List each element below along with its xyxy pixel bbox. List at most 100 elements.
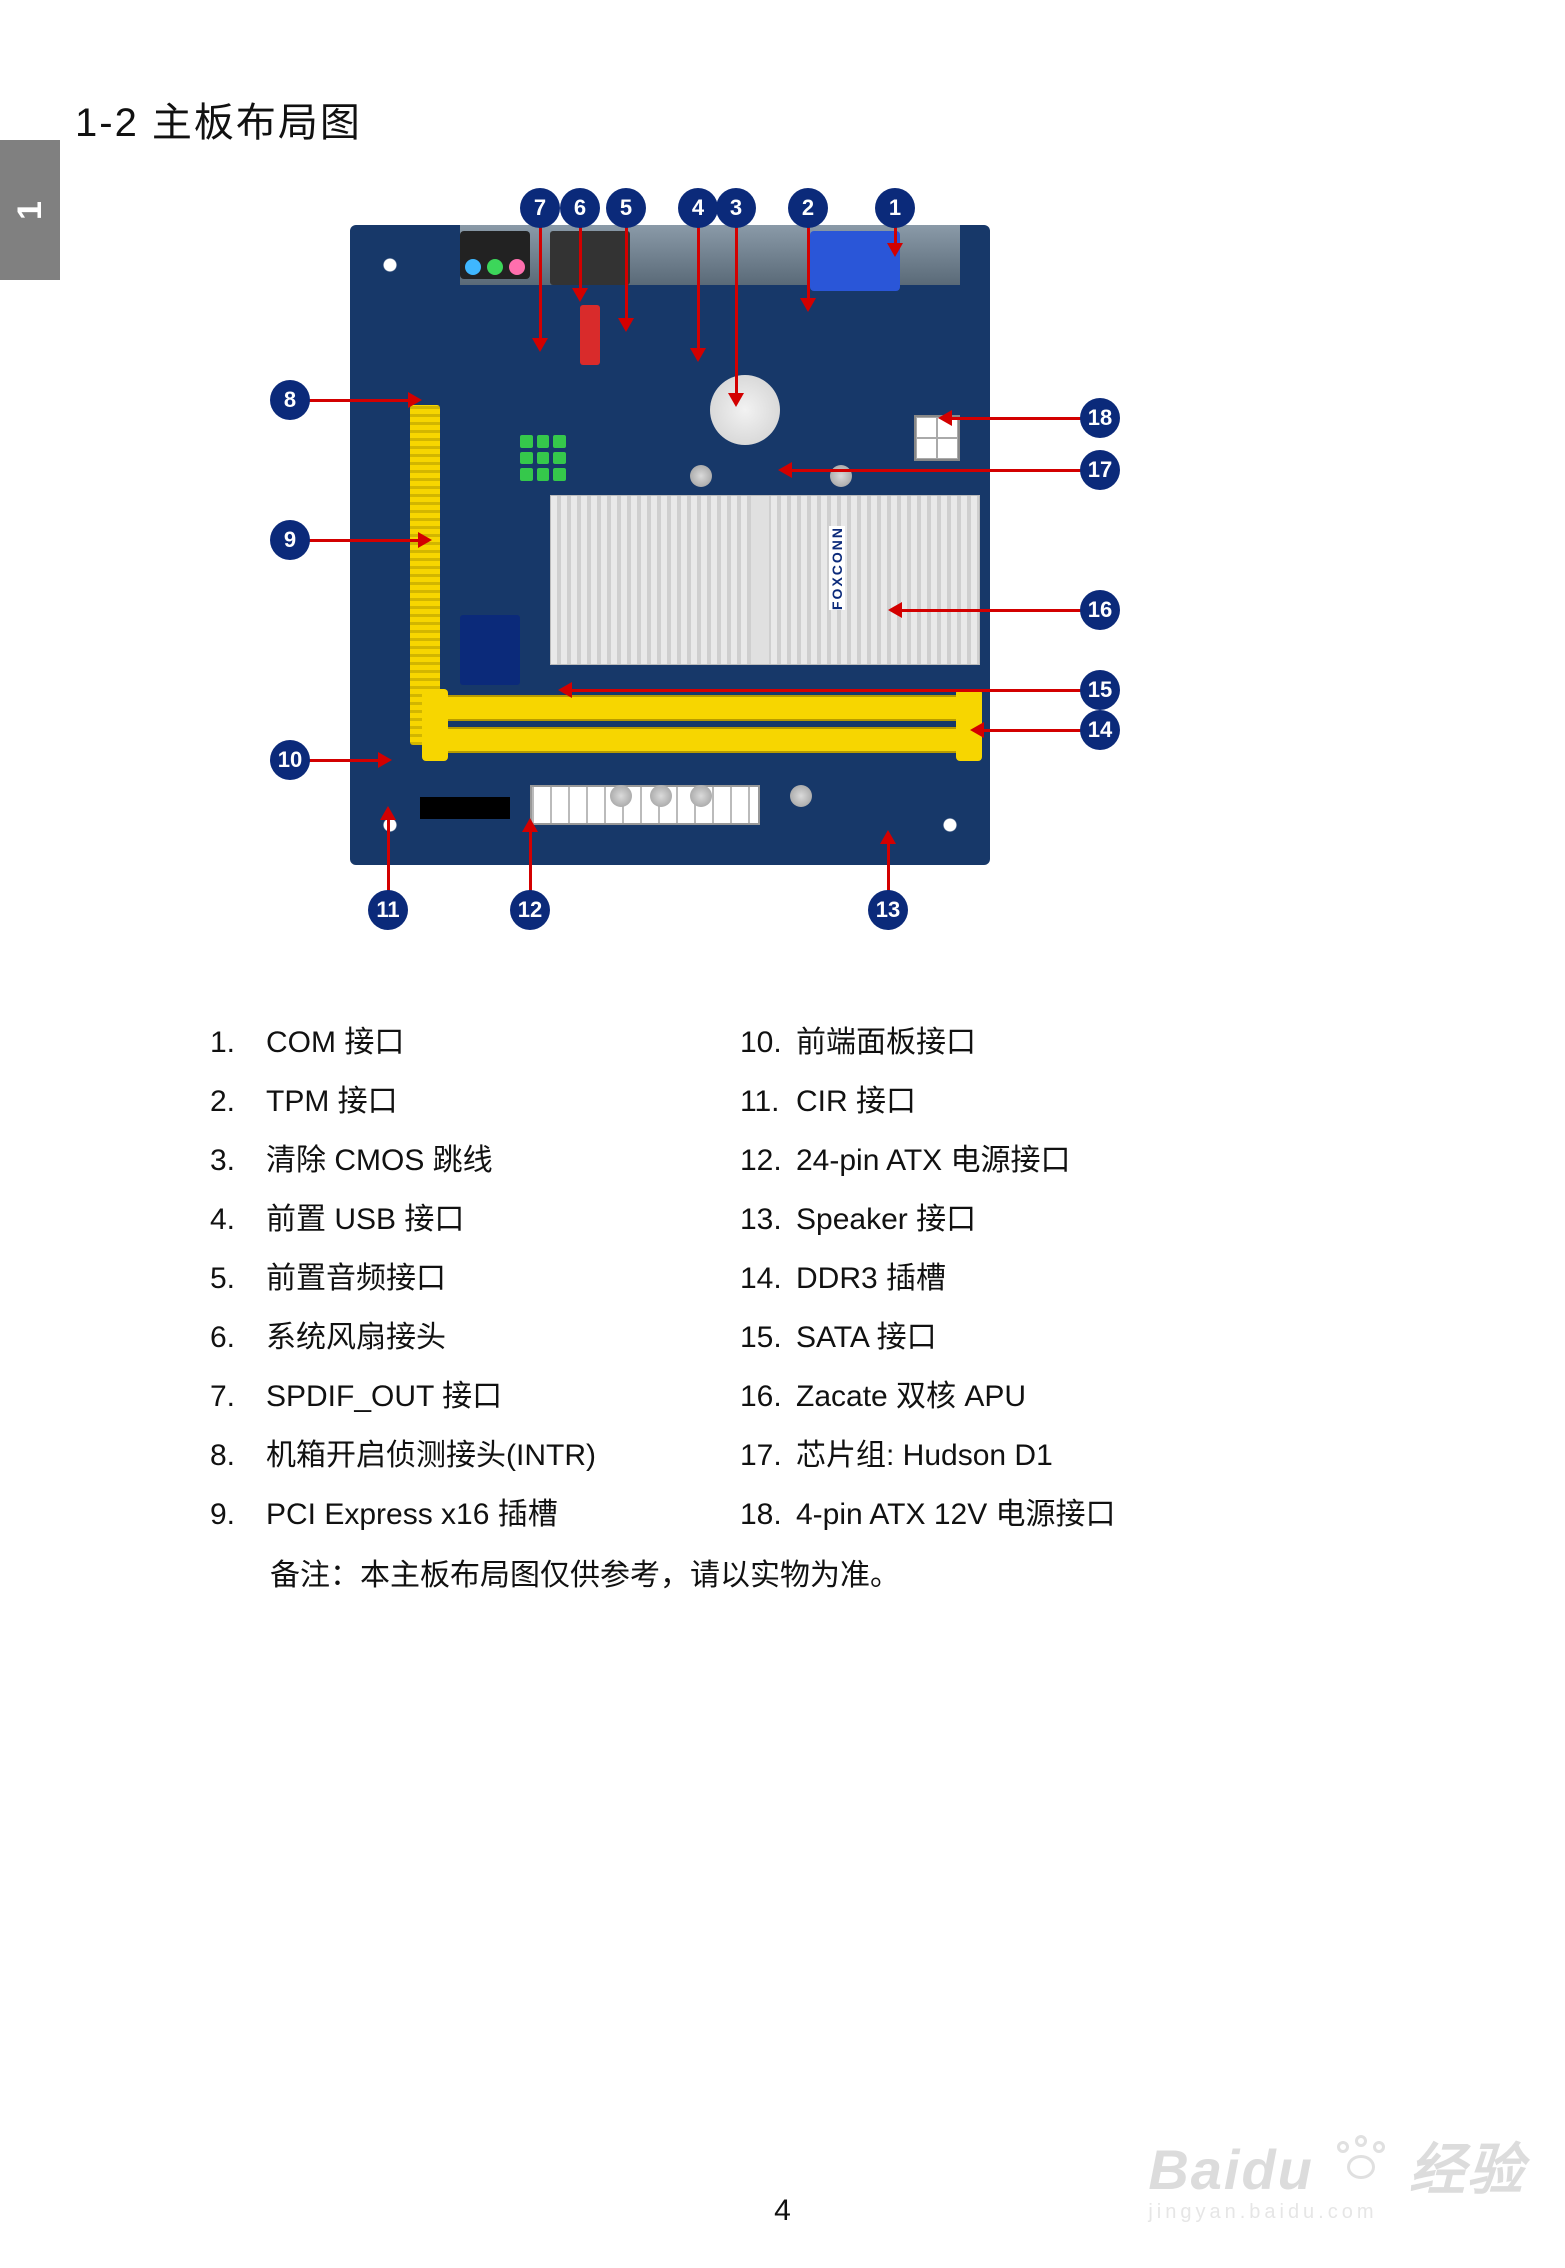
- callout-10: 10: [270, 740, 310, 780]
- legend-number: 12.: [740, 1138, 788, 1183]
- section-title: 1-2 主板布局图: [75, 90, 362, 148]
- callout-11: 11: [368, 890, 408, 930]
- legend-number: 8.: [210, 1433, 258, 1478]
- callout-16: 16: [1080, 590, 1120, 630]
- legend-number: 18.: [740, 1492, 788, 1537]
- legend-label: DDR3 插槽: [796, 1256, 946, 1301]
- legend-item-8: 8.机箱开启侦测接头(INTR): [210, 1433, 680, 1478]
- page: 1 1-2 主板布局图 FOXCONN: [0, 0, 1565, 2268]
- legend-label: SATA 接口: [796, 1315, 937, 1360]
- cpu-heatsink: [550, 495, 980, 665]
- paw-icon: [1331, 2137, 1391, 2183]
- legend-item-16: 16.Zacate 双核 APU: [740, 1374, 1210, 1419]
- legend-label: COM 接口: [266, 1020, 404, 1065]
- legend-number: 5.: [210, 1256, 258, 1301]
- legend-item-14: 14.DDR3 插槽: [740, 1256, 1210, 1301]
- legend-label: PCI Express x16 插槽: [266, 1492, 558, 1537]
- footnote: 备注：本主板布局图仅供参考，请以实物为准。: [270, 1550, 900, 1594]
- watermark-url: jingyan.baidu.com: [1148, 2202, 1525, 2222]
- front-audio-header: [580, 305, 600, 365]
- legend-number: 1.: [210, 1020, 258, 1065]
- legend-label: Speaker 接口: [796, 1197, 976, 1242]
- legend-label: Zacate 双核 APU: [796, 1374, 1026, 1419]
- callout-8: 8: [270, 380, 310, 420]
- legend-item-18: 18.4-pin ATX 12V 电源接口: [740, 1492, 1210, 1537]
- legend-label: 前端面板接口: [796, 1020, 976, 1065]
- legend-item-17: 17.芯片组: Hudson D1: [740, 1433, 1210, 1478]
- ddr3-slot-2: [445, 727, 960, 753]
- capacitor: [610, 785, 632, 807]
- capacitor: [690, 785, 712, 807]
- legend-number: 15.: [740, 1315, 788, 1360]
- legend-item-7: 7.SPDIF_OUT 接口: [210, 1374, 680, 1419]
- audio-jacks: [460, 231, 530, 279]
- legend-item-13: 13.Speaker 接口: [740, 1197, 1210, 1242]
- legend-item-1: 1.COM 接口: [210, 1020, 680, 1065]
- watermark: Baidu 经验 jingyan.baidu.com: [1148, 2137, 1525, 2222]
- legend: 1.COM 接口 10.前端面板接口 2.TPM 接口 11.CIR 接口 3.清除 C…: [210, 1020, 1210, 1537]
- legend-number: 2.: [210, 1079, 258, 1124]
- legend-number: 16.: [740, 1374, 788, 1419]
- legend-item-12: 12.24-pin ATX 电源接口: [740, 1138, 1210, 1183]
- callout-12: 12: [510, 890, 550, 930]
- legend-label: 24-pin ATX 电源接口: [796, 1138, 1071, 1183]
- legend-label: TPM 接口: [266, 1079, 398, 1124]
- legend-item-10: 10.前端面板接口: [740, 1020, 1210, 1065]
- callout-1: 1: [875, 188, 915, 228]
- callout-7: 7: [520, 188, 560, 228]
- callout-2: 2: [788, 188, 828, 228]
- chapter-tab-number: 1: [10, 201, 49, 220]
- callout-17: 17: [1080, 450, 1120, 490]
- capacitor: [650, 785, 672, 807]
- chapter-tab: 1: [0, 140, 60, 280]
- callout-5: 5: [606, 188, 646, 228]
- legend-item-9: 9.PCI Express x16 插槽: [210, 1492, 680, 1537]
- dimm-clip-left: [422, 689, 448, 761]
- legend-label: 机箱开启侦测接头(INTR): [266, 1433, 596, 1478]
- legend-label: 清除 CMOS 跳线: [266, 1138, 493, 1183]
- sata-ports: [460, 615, 520, 685]
- ddr3-slot-1: [445, 695, 960, 721]
- legend-label: 4-pin ATX 12V 电源接口: [796, 1492, 1116, 1537]
- legend-item-2: 2.TPM 接口: [210, 1079, 680, 1124]
- vga-port: [810, 231, 900, 291]
- legend-label: 系统风扇接头: [266, 1315, 446, 1360]
- legend-number: 7.: [210, 1374, 258, 1419]
- legend-item-4: 4.前置 USB 接口: [210, 1197, 680, 1242]
- callout-14: 14: [1080, 710, 1120, 750]
- legend-number: 11.: [740, 1079, 788, 1124]
- legend-number: 3.: [210, 1138, 258, 1183]
- legend-number: 6.: [210, 1315, 258, 1360]
- pcb-board: FOXCONN: [350, 225, 990, 865]
- legend-number: 14.: [740, 1256, 788, 1301]
- callout-4: 4: [678, 188, 718, 228]
- legend-label: SPDIF_OUT 接口: [266, 1374, 502, 1419]
- watermark-brand: Baidu: [1148, 2138, 1314, 2201]
- legend-item-11: 11.CIR 接口: [740, 1079, 1210, 1124]
- atx-24pin-connector: [530, 785, 760, 825]
- legend-number: 17.: [740, 1433, 788, 1478]
- legend-label: 前置音频接口: [266, 1256, 446, 1301]
- front-panel-header: [420, 797, 510, 819]
- watermark-sub: 经验: [1409, 2138, 1525, 2201]
- legend-label: 前置 USB 接口: [266, 1197, 464, 1242]
- capacitor: [790, 785, 812, 807]
- legend-number: 10.: [740, 1020, 788, 1065]
- callout-6: 6: [560, 188, 600, 228]
- legend-item-15: 15.SATA 接口: [740, 1315, 1210, 1360]
- legend-number: 13.: [740, 1197, 788, 1242]
- callout-13: 13: [868, 890, 908, 930]
- legend-number: 4.: [210, 1197, 258, 1242]
- jumper-block: [520, 435, 566, 481]
- callout-18: 18: [1080, 398, 1120, 438]
- legend-item-3: 3.清除 CMOS 跳线: [210, 1138, 680, 1183]
- lan-port: [550, 231, 630, 285]
- callout-9: 9: [270, 520, 310, 560]
- callout-15: 15: [1080, 670, 1120, 710]
- legend-number: 9.: [210, 1492, 258, 1537]
- legend-item-6: 6.系统风扇接头: [210, 1315, 680, 1360]
- legend-label: 芯片组: Hudson D1: [796, 1433, 1053, 1478]
- legend-label: CIR 接口: [796, 1079, 916, 1124]
- brand-label: FOXCONN: [829, 526, 845, 610]
- atx-12v-connector: [914, 415, 960, 461]
